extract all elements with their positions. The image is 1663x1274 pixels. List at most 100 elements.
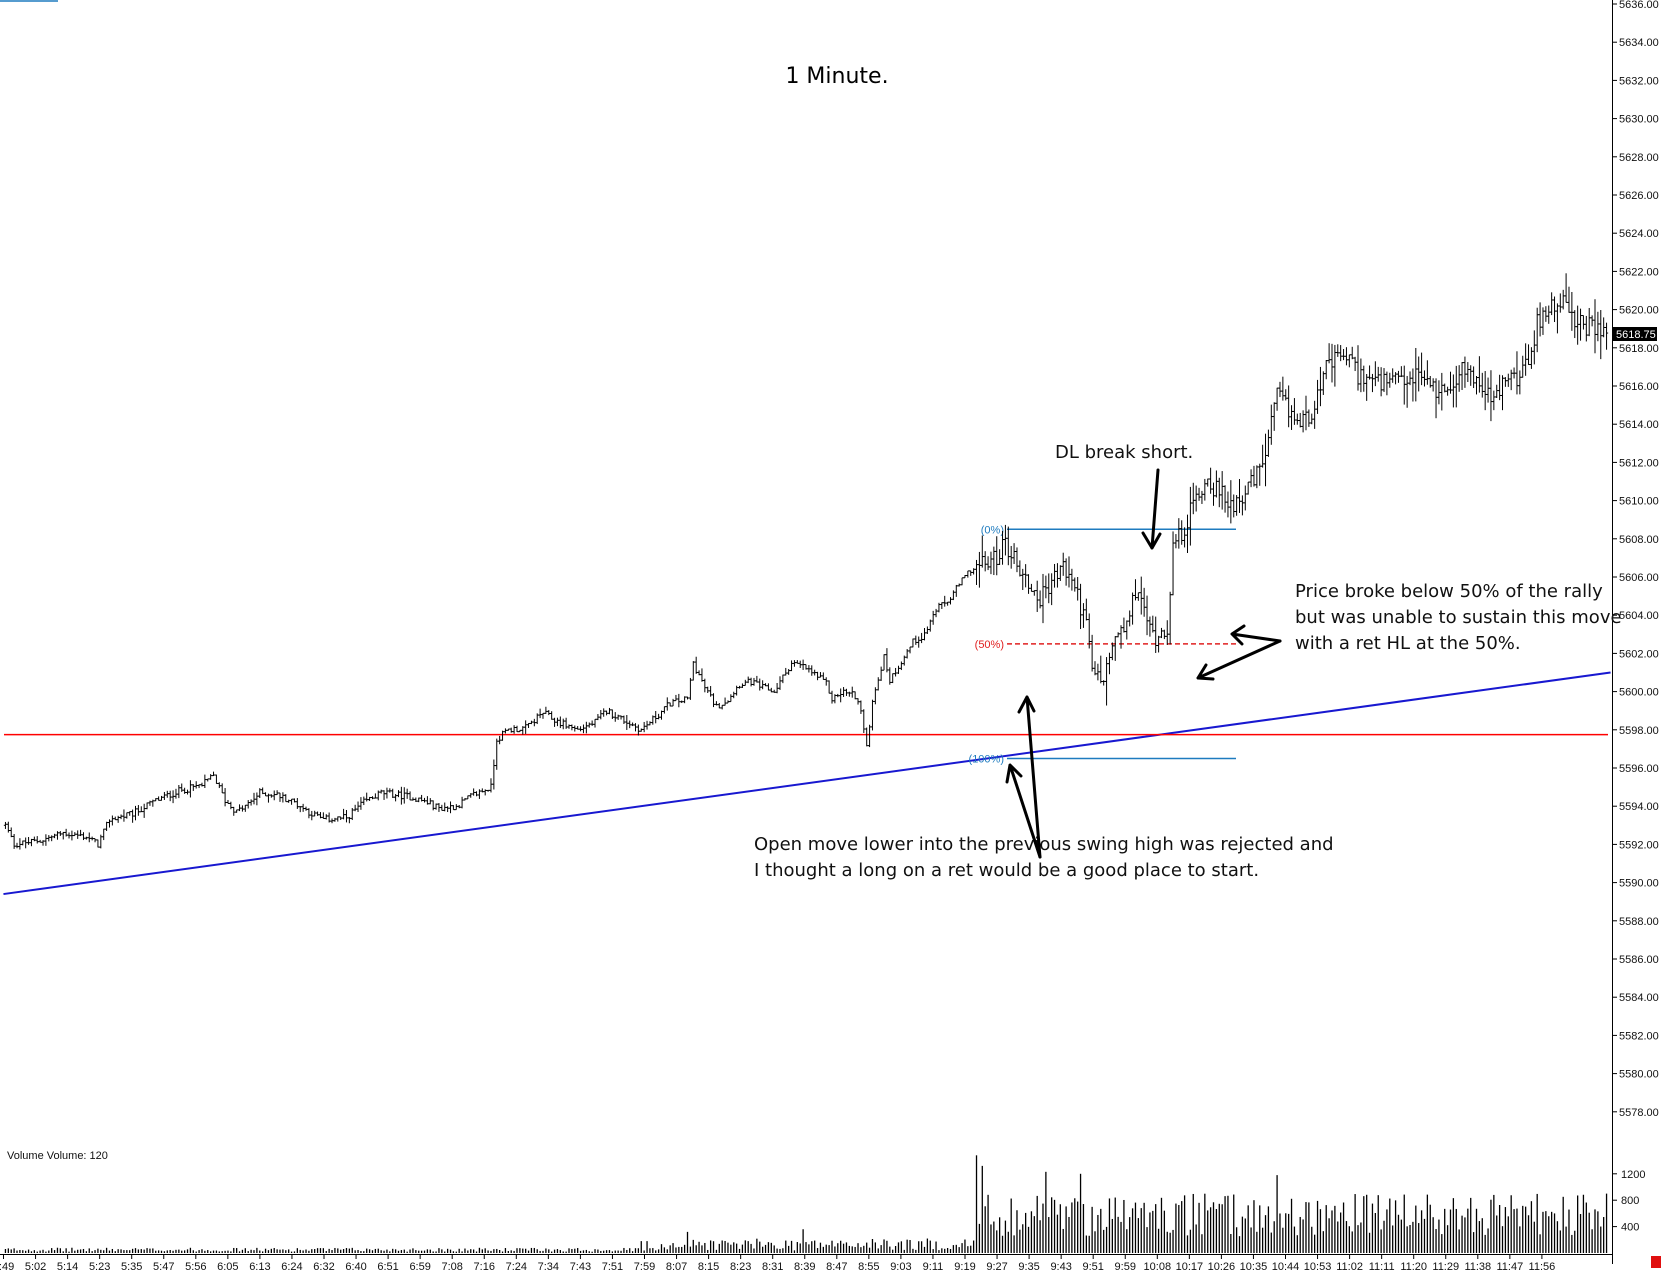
- last-price-label: 5618.75: [1616, 329, 1656, 341]
- volume-tick-label: 1200: [1621, 1169, 1645, 1181]
- y-tick-label: 5578.00: [1619, 1107, 1659, 1119]
- x-tick-label: 6:51: [377, 1261, 398, 1273]
- fib-level-label: (0%): [981, 524, 1004, 536]
- y-tick-label: 5584.00: [1619, 992, 1659, 1004]
- y-tick-label: 5628.00: [1619, 152, 1659, 164]
- y-tick-label: 5588.00: [1619, 916, 1659, 928]
- y-tick-label: 5634.00: [1619, 37, 1659, 49]
- x-tick-label: 5:23: [89, 1261, 110, 1273]
- x-tick-label: 5:35: [121, 1261, 142, 1273]
- y-tick-label: 5606.00: [1619, 572, 1659, 584]
- x-tick-label: 11:11: [1369, 1261, 1395, 1273]
- y-tick-label: 5626.00: [1619, 190, 1659, 202]
- fib-level-label: (50%): [975, 639, 1004, 651]
- arrow-open-up: [1017, 695, 1042, 859]
- x-tick-label: 9:51: [1082, 1261, 1103, 1273]
- x-tick-label: 10:17: [1176, 1261, 1204, 1273]
- y-tick-label: 5636.00: [1619, 0, 1659, 11]
- x-tick-label: 10:08: [1144, 1261, 1172, 1273]
- y-tick-label: 5600.00: [1619, 687, 1659, 699]
- annotation-dl-break: DL break short.: [1055, 442, 1193, 463]
- trendline-group: [3, 671, 1611, 896]
- volume-axis: 1200 800 400: [1612, 1169, 1645, 1234]
- x-tick-label: 6:24: [281, 1261, 302, 1273]
- arrow-50-lower: [1196, 639, 1282, 681]
- y-tick-label: 5602.00: [1619, 648, 1659, 660]
- x-tick-label: 5:56: [185, 1261, 206, 1273]
- y-tick-label: 5624.00: [1619, 228, 1659, 240]
- x-tick-label: 9:27: [986, 1261, 1007, 1273]
- x-tick-label: 11:29: [1432, 1261, 1459, 1273]
- x-tick-label: 7:51: [602, 1261, 623, 1273]
- x-tick-label: 9:59: [1115, 1261, 1136, 1273]
- annotation-price-broke-line3: with a ret HL at the 50%.: [1295, 633, 1521, 654]
- annotation-open-move-line2: I thought a long on a ret would be a goo…: [754, 860, 1259, 881]
- x-tick-label: 7:16: [474, 1261, 495, 1273]
- x-tick-label: 9:35: [1018, 1261, 1039, 1273]
- x-tick-label: 10:53: [1304, 1261, 1332, 1273]
- x-tick-label: 11:38: [1464, 1261, 1491, 1273]
- x-tick-label: 7:43: [570, 1261, 591, 1273]
- candlestick-series: [3, 273, 1609, 850]
- arrow-open-left: [1005, 763, 1042, 859]
- y-tick-label: 5596.00: [1619, 763, 1659, 775]
- x-tick-label: 6:32: [313, 1261, 334, 1273]
- y-tick-label: 5580.00: [1619, 1069, 1659, 1081]
- volume-label: Volume Volume: 120: [7, 1150, 108, 1162]
- annotation-price-broke-line1: Price broke below 50% of the rally: [1295, 581, 1603, 602]
- x-tick-label: 9:19: [954, 1261, 975, 1273]
- annotation-price-broke-line2: but was unable to sustain this move: [1295, 607, 1622, 628]
- x-tick-label: 7:59: [634, 1261, 655, 1273]
- ascending-trendline: [3, 671, 1611, 896]
- x-tick-label: 10:26: [1208, 1261, 1236, 1273]
- x-tick-label: 8:23: [730, 1261, 751, 1273]
- y-tick-label: 5632.00: [1619, 75, 1659, 87]
- y-tick-label: 5620.00: [1619, 305, 1659, 317]
- y-tick-label: 5630.00: [1619, 114, 1659, 126]
- x-tick-label: 9:43: [1050, 1261, 1071, 1273]
- x-tick-label: 11:47: [1496, 1261, 1523, 1273]
- x-tick-label: 8:47: [826, 1261, 847, 1273]
- y-tick-label: 5612.00: [1619, 457, 1659, 469]
- x-tick-label: 11:56: [1529, 1261, 1556, 1273]
- x-tick-label: 6:59: [409, 1261, 430, 1273]
- arrow-50-upper: [1230, 624, 1282, 646]
- y-tick-label: 5582.00: [1619, 1030, 1659, 1042]
- arrow-dl-break: [1141, 468, 1162, 550]
- x-tick-label: 5:47: [153, 1261, 174, 1273]
- y-tick-label: 5622.00: [1619, 266, 1659, 278]
- y-tick-label: 5592.00: [1619, 839, 1659, 851]
- x-tick-label: 8:15: [698, 1261, 719, 1273]
- y-tick-label: 5618.00: [1619, 343, 1659, 355]
- x-tick-label: 11:20: [1400, 1261, 1427, 1273]
- annotation-arrows: [1005, 468, 1282, 859]
- x-tick-label: 9:11: [923, 1261, 944, 1273]
- corner-red-marker: [1651, 1256, 1661, 1268]
- y-tick-label: 5616.00: [1619, 381, 1659, 393]
- time-axis: 4:49 5:02 5:14 5:23 5:35 5:47 5:56 6:05 6:13 6:24…: [0, 1254, 1556, 1273]
- y-tick-label: 5594.00: [1619, 801, 1659, 813]
- x-tick-label: 5:14: [57, 1261, 78, 1273]
- x-tick-label: 8:07: [666, 1261, 687, 1273]
- x-tick-label: 8:39: [794, 1261, 815, 1273]
- x-tick-label: 7:08: [441, 1261, 462, 1273]
- x-tick-label: 11:02: [1336, 1261, 1363, 1273]
- x-tick-label: 8:55: [858, 1261, 879, 1273]
- y-tick-label: 5604.00: [1619, 610, 1659, 622]
- annotation-open-move-line1: Open move lower into the previous swing …: [754, 834, 1334, 855]
- last-price-badge: [1613, 327, 1657, 341]
- x-tick-label: 8:31: [762, 1261, 783, 1273]
- x-tick-label: 6:40: [345, 1261, 366, 1273]
- x-tick-label: 10:44: [1272, 1261, 1300, 1273]
- x-tick-label: 4:49: [0, 1261, 14, 1273]
- price-axis: 5636.00 5634.00 5632.00 5630.00 5628.00 5626.…: [1612, 0, 1659, 1119]
- volume-bars: [4, 1155, 1608, 1253]
- volume-tick-label: 800: [1621, 1195, 1639, 1207]
- y-tick-label: 5610.00: [1619, 496, 1659, 508]
- x-tick-label: 10:35: [1240, 1261, 1268, 1273]
- y-tick-label: 5614.00: [1619, 419, 1659, 431]
- chart-title: 1 Minute.: [785, 64, 888, 89]
- x-tick-label: 7:34: [538, 1261, 559, 1273]
- x-tick-label: 7:24: [506, 1261, 527, 1273]
